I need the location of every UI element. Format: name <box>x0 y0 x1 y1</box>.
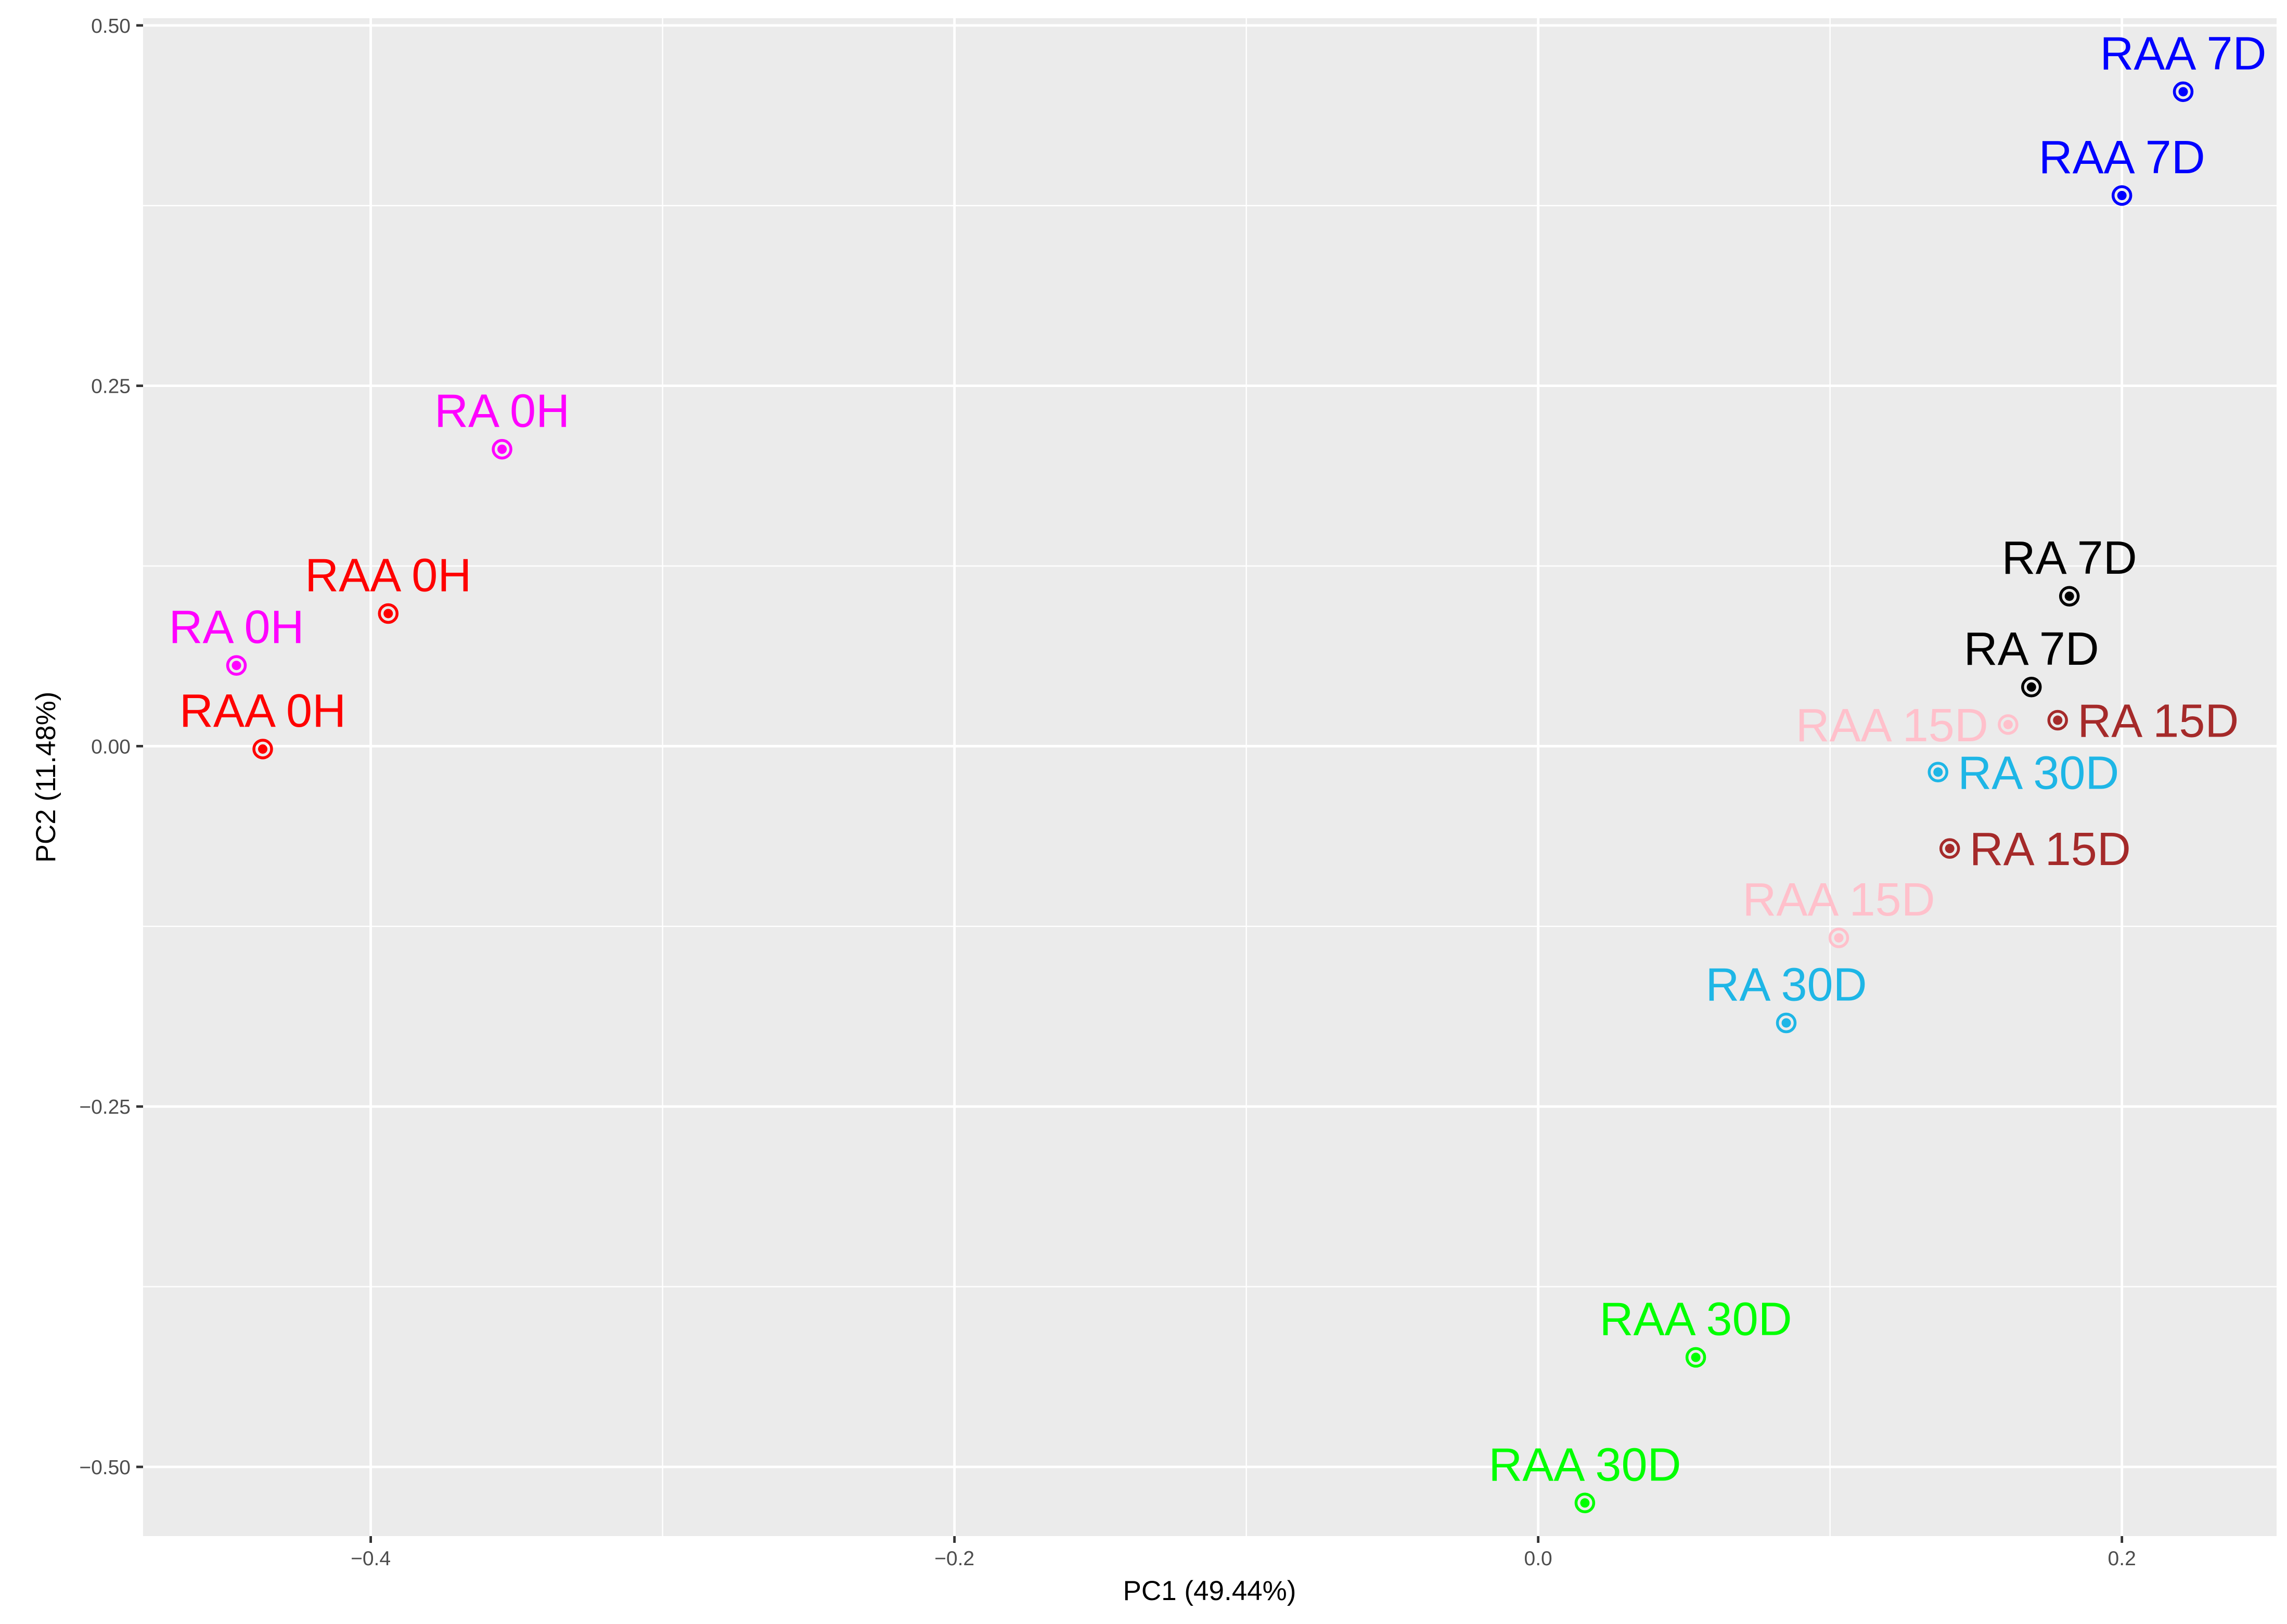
point-dot <box>2003 719 2013 729</box>
point-ring <box>1776 1012 1797 1034</box>
point-dot <box>2053 715 2063 725</box>
y-tick-label: 0.00 <box>91 736 131 758</box>
point-label: RAA 0H <box>305 549 471 601</box>
point-label: RA 30D <box>1705 959 1867 1011</box>
data-point: RAA 15D <box>1742 874 1935 948</box>
point-ring <box>2021 677 2042 698</box>
data-point: RA 7D <box>2002 532 2137 607</box>
point-dot <box>497 444 507 454</box>
point-label: RA 0H <box>169 601 304 653</box>
x-tick-label: 0.0 <box>1524 1548 1552 1570</box>
point-dot <box>2117 190 2127 200</box>
point-label: RAA 15D <box>1742 874 1935 926</box>
point-ring <box>1685 1347 1706 1368</box>
data-point: RAA 0H <box>305 549 471 624</box>
x-tick-label: −0.4 <box>351 1548 391 1570</box>
x-tick-label: −0.2 <box>934 1548 974 1570</box>
point-label: RAA 7D <box>2039 132 2205 184</box>
point-dot <box>383 609 393 618</box>
point-ring <box>492 439 512 460</box>
point-dot <box>258 744 268 754</box>
data-point: RA 15D <box>2047 695 2239 747</box>
data-point: RAA 30D <box>1599 1293 1792 1368</box>
point-dot <box>1933 767 1943 777</box>
data-point: RA 7D <box>1964 623 2099 698</box>
data-point: RA 0H <box>169 601 304 676</box>
point-ring <box>2111 185 2132 206</box>
data-point: RA 15D <box>1939 823 2131 875</box>
y-tick-label: −0.25 <box>79 1096 131 1118</box>
point-ring <box>1574 1492 1596 1514</box>
point-ring <box>378 603 399 624</box>
point-label: RA 15D <box>2077 695 2239 747</box>
plot-panel <box>143 18 2277 1536</box>
x-tick-label: 0.2 <box>2108 1548 2136 1570</box>
point-dot <box>1834 933 1844 943</box>
data-point: RAA 15D <box>1796 700 2019 752</box>
point-label: RA 30D <box>1958 747 2119 799</box>
point-ring <box>226 655 247 676</box>
minor-gridlines <box>143 18 2277 1536</box>
point-label: RA 0H <box>434 385 570 437</box>
x-axis-title: PC1 (49.44%) <box>1123 1576 1296 1606</box>
point-dot <box>232 661 241 671</box>
y-tick-label: −0.50 <box>79 1457 131 1479</box>
data-point: RA 30D <box>1928 747 2119 799</box>
point-dot <box>1580 1498 1590 1508</box>
data-point: RA 0H <box>434 385 570 460</box>
point-label: RA 7D <box>2002 532 2137 584</box>
point-dot <box>2026 682 2036 692</box>
point-ring <box>1939 838 1960 859</box>
axes: −0.4 −0.2 0.0 0.2 0.50 0.25 0.00 −0.25 −0.50 <box>79 15 2136 1570</box>
point-ring <box>2173 81 2194 102</box>
point-label: RAA 7D <box>2100 28 2266 80</box>
point-label: RAA 15D <box>1796 700 1988 752</box>
data-point: RAA 30D <box>1488 1439 1681 1514</box>
data-point: RA 30D <box>1705 959 1867 1034</box>
point-ring <box>1998 714 2019 735</box>
data-point: RAA 7D <box>2039 132 2205 206</box>
point-ring <box>1928 762 1948 783</box>
point-dot <box>2064 591 2074 601</box>
point-dot <box>1781 1018 1791 1028</box>
point-label: RAA 0H <box>179 685 346 737</box>
y-tick-label: 0.25 <box>91 376 131 398</box>
point-dot <box>1945 844 1955 854</box>
point-label: RAA 30D <box>1599 1293 1792 1345</box>
point-ring <box>1828 927 1849 948</box>
point-label: RA 15D <box>1970 823 2131 875</box>
point-ring <box>2059 586 2080 607</box>
point-dot <box>2178 87 2188 97</box>
y-axis-title: PC2 (11.48%) <box>31 692 61 863</box>
data-point: RAA 0H <box>179 685 346 759</box>
point-ring <box>252 739 273 759</box>
major-gridlines <box>143 18 2277 1536</box>
data-point: RAA 7D <box>2100 28 2267 102</box>
point-dot <box>1691 1352 1701 1362</box>
y-tick-label: 0.50 <box>91 15 131 37</box>
point-label: RAA 30D <box>1488 1439 1681 1491</box>
point-label: RA 7D <box>1964 623 2099 675</box>
point-ring <box>2047 710 2068 731</box>
